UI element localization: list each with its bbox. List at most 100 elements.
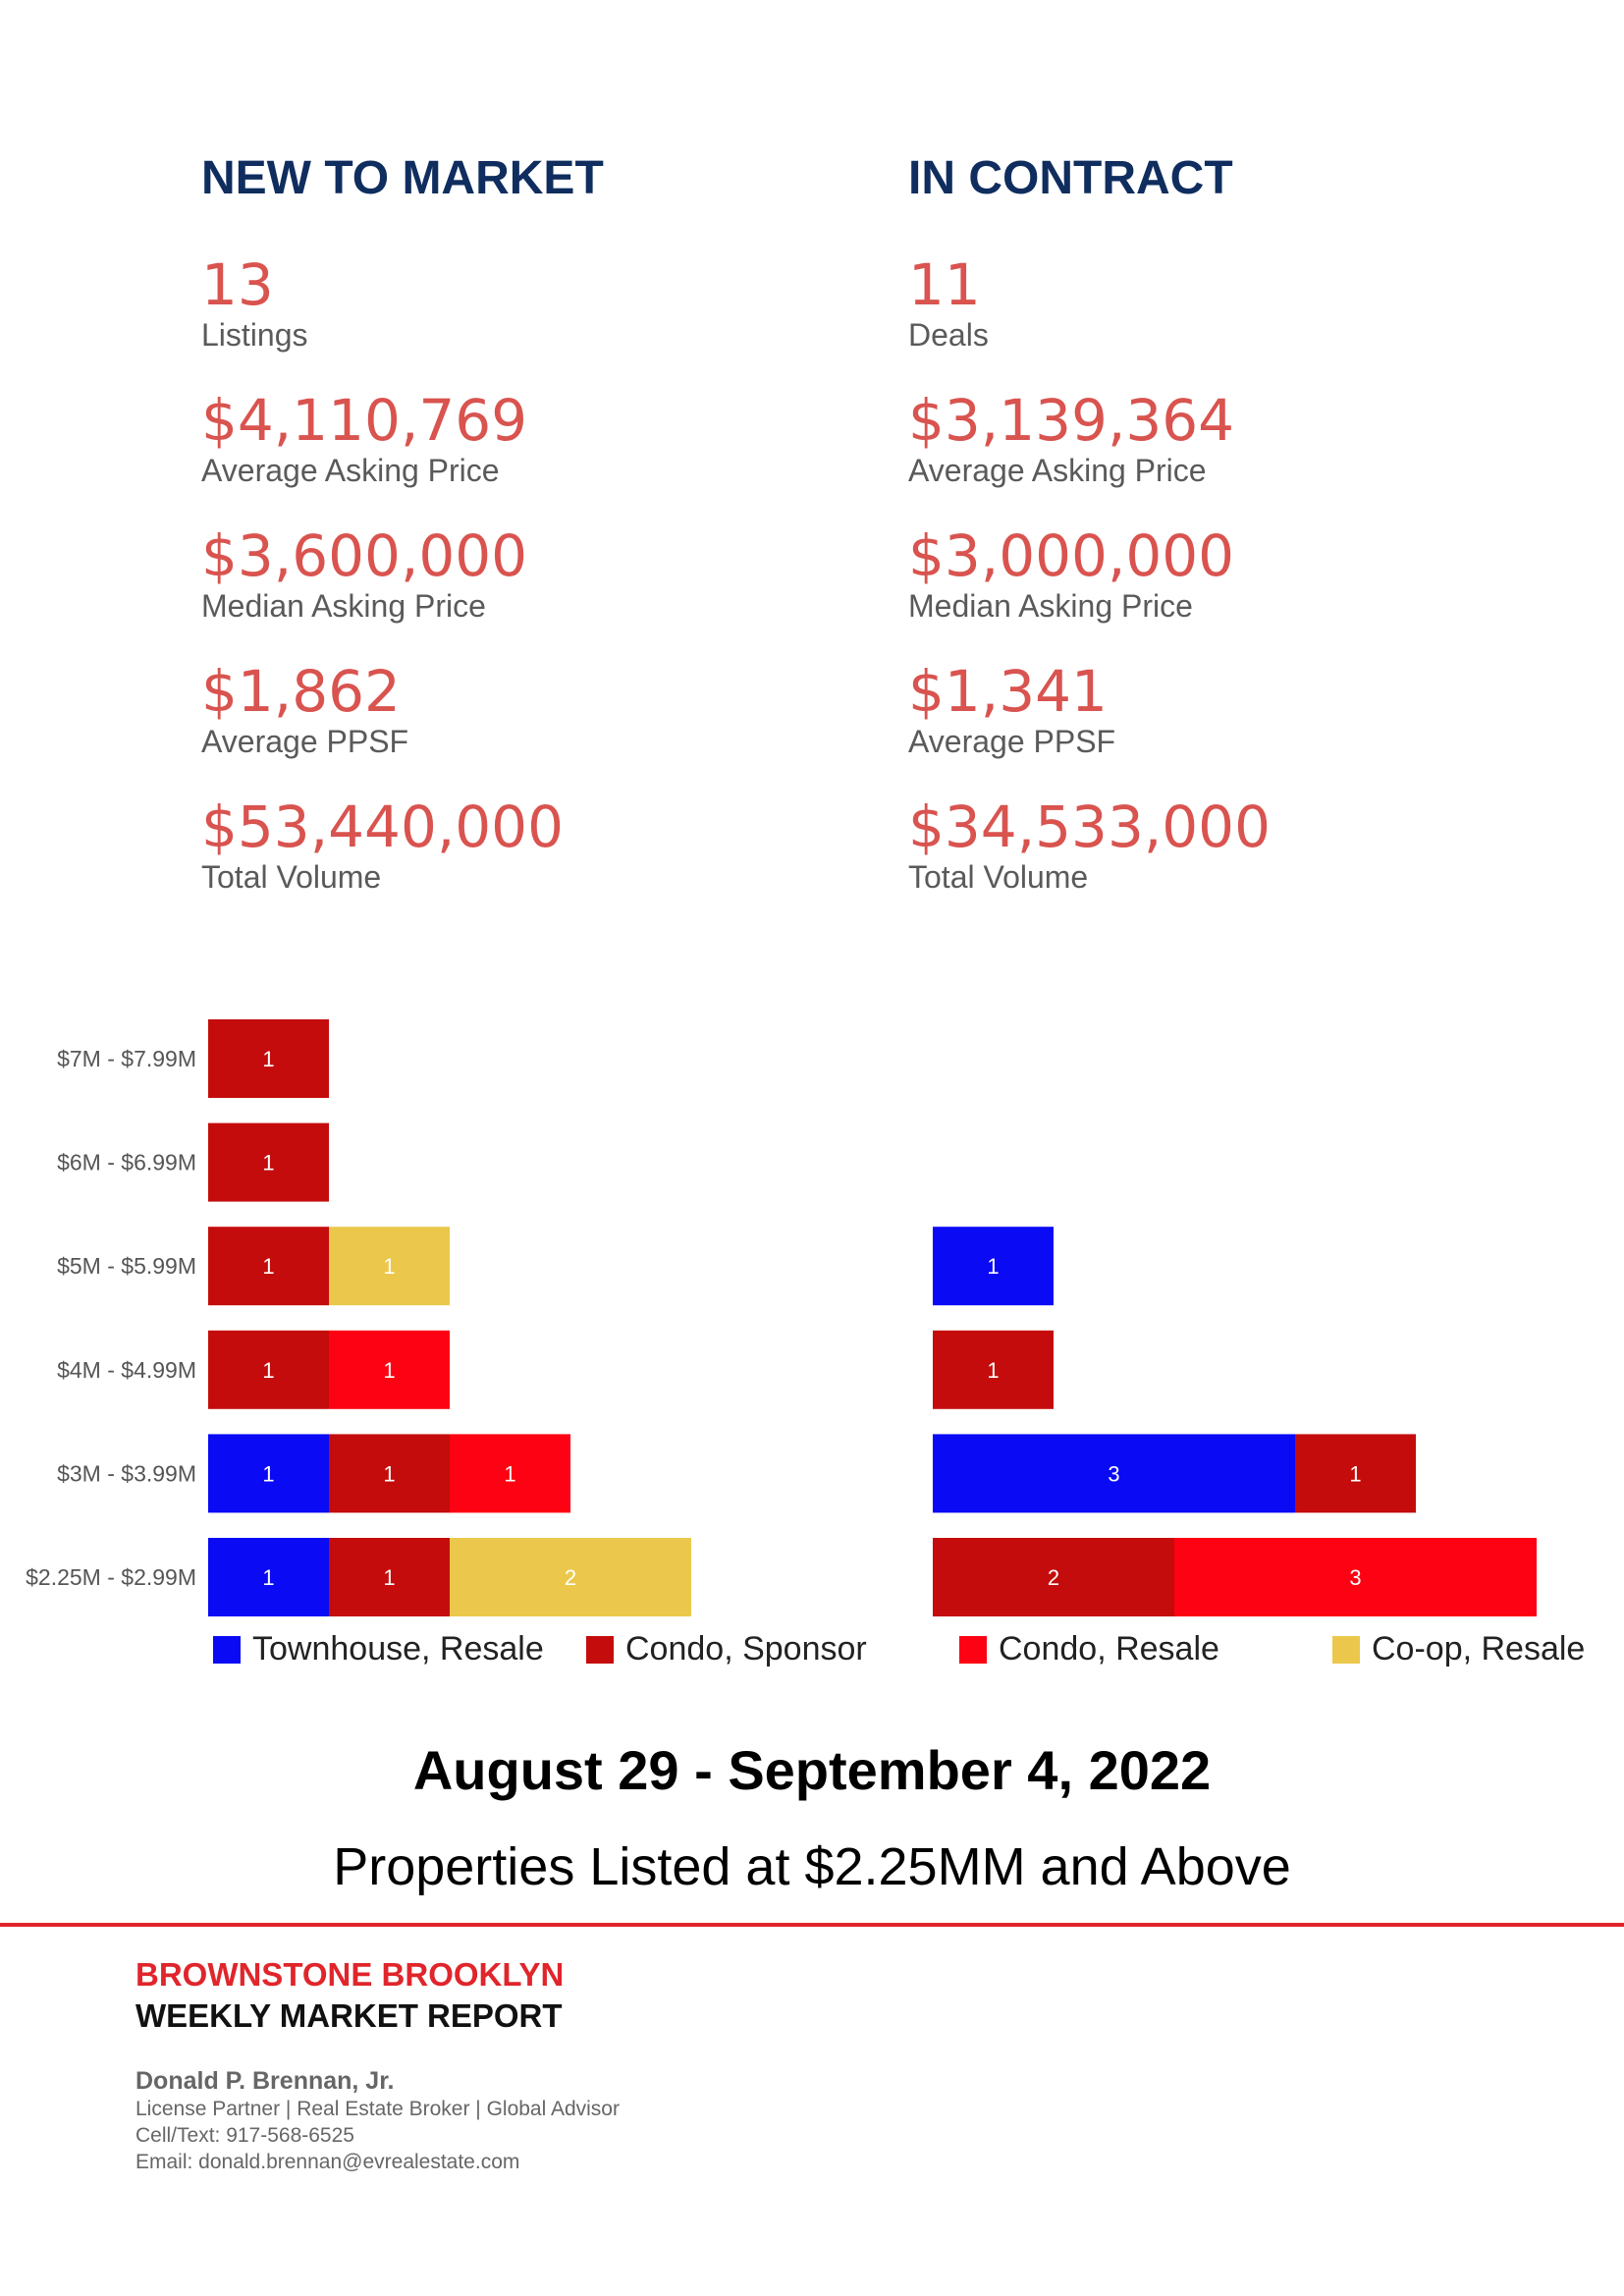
stat-average-asking-price: $3,139,364 Average Asking Price	[908, 389, 1537, 489]
legend-swatch	[586, 1635, 614, 1664]
legend-swatch	[959, 1635, 987, 1664]
stat-value: $1,341	[908, 658, 1108, 725]
stat-value: 13	[201, 251, 274, 318]
bar-segment	[450, 1538, 691, 1616]
stat-value: $34,533,000	[908, 793, 1271, 860]
stat-average-ppsf: $1,341 Average PPSF	[908, 660, 1537, 760]
stat-label: Average Asking Price	[908, 453, 1207, 488]
bar-value-label: 1	[987, 1358, 999, 1383]
new-to-market-section: NEW TO MARKET 13 Listings $4,110,769 Ave…	[201, 147, 830, 896]
bar-value-label: 1	[383, 1254, 395, 1279]
stat-median-asking-price: $3,600,000 Median Asking Price	[201, 524, 830, 625]
bar-value-label: 2	[565, 1565, 576, 1590]
bar-value-label: 1	[383, 1461, 395, 1486]
category-label: $3M - $3.99M	[57, 1460, 196, 1486]
bar-segment	[450, 1434, 570, 1513]
bar-segment	[933, 1538, 1174, 1616]
agent-name: Donald P. Brennan, Jr.	[135, 2067, 395, 2095]
stat-label: Average Asking Price	[201, 453, 500, 488]
category-label: $2.25M - $2.99M	[26, 1564, 196, 1590]
stat-label: Median Asking Price	[201, 588, 486, 624]
footer: BROWNSTONE BROOKLYN WEEKLY MARKET REPORT…	[135, 1954, 620, 2175]
legend-label: Condo, Resale	[999, 1630, 1219, 1667]
divider	[0, 1923, 1624, 1927]
legend-item-townhouse-resale: Townhouse, Resale	[213, 1630, 544, 1668]
legend-swatch	[1332, 1635, 1360, 1664]
stat-total-volume: $53,440,000 Total Volume	[201, 795, 830, 896]
report-subtitle: Properties Listed at $2.25MM and Above	[333, 1837, 1291, 1896]
bar-segment	[933, 1434, 1295, 1513]
bar-value-label: 3	[1349, 1565, 1361, 1590]
bar-segment	[1174, 1538, 1537, 1616]
stat-deals: 11 Deals	[908, 253, 1537, 354]
legend-item-condo-resale: Condo, Resale	[959, 1630, 1219, 1668]
stat-average-ppsf: $1,862 Average PPSF	[201, 660, 830, 760]
in-contract-title: IN CONTRACT	[908, 152, 1233, 204]
bar-value-label: 2	[1048, 1565, 1059, 1590]
in-contract-section: IN CONTRACT 11 Deals $3,139,364 Average …	[908, 147, 1537, 896]
bar-value-label: 3	[1108, 1461, 1119, 1486]
bar-segment	[208, 1122, 329, 1202]
bar-segment	[208, 1019, 329, 1098]
bar-value-label: 1	[504, 1461, 515, 1486]
bar-value-label: 1	[987, 1254, 999, 1279]
legend-swatch	[213, 1635, 241, 1664]
bar-segment	[933, 1227, 1054, 1306]
stat-value: $4,110,769	[201, 387, 528, 454]
stat-label: Deals	[908, 317, 989, 353]
bar-segment	[208, 1434, 329, 1513]
stat-average-asking-price: $4,110,769 Average Asking Price	[201, 389, 830, 489]
category-label: $4M - $4.99M	[57, 1357, 196, 1383]
bar-value-label: 1	[262, 1461, 274, 1486]
stat-value: $3,600,000	[201, 522, 528, 589]
bar-segment	[208, 1538, 329, 1616]
date-range: August 29 - September 4, 2022	[412, 1739, 1212, 1801]
stat-label: Average PPSF	[201, 724, 409, 759]
bar-segment	[1295, 1434, 1416, 1513]
agent-title: License Partner | Real Estate Broker | G…	[135, 2098, 620, 2120]
bar-value-label: 1	[262, 1565, 274, 1590]
stat-value: $3,000,000	[908, 522, 1235, 589]
stat-label: Average PPSF	[908, 724, 1116, 759]
bar-value-label: 1	[262, 1151, 274, 1175]
stat-value: $3,139,364	[908, 387, 1235, 454]
bar-value-label: 1	[383, 1565, 395, 1590]
chart-legend: Townhouse, Resale Condo, Sponsor Condo, …	[0, 1630, 1624, 1673]
new-to-market-stats: 13 Listings $4,110,769 Average Asking Pr…	[201, 253, 830, 896]
stat-label: Listings	[201, 317, 308, 353]
bar-value-label: 1	[262, 1358, 274, 1383]
bar-value-label: 1	[383, 1358, 395, 1383]
category-label: $6M - $6.99M	[57, 1150, 196, 1175]
legend-label: Condo, Sponsor	[625, 1630, 867, 1667]
stat-label: Total Volume	[908, 859, 1089, 895]
legend-label: Co-op, Resale	[1372, 1630, 1586, 1667]
bar-segment	[329, 1434, 450, 1513]
agent-email: Email: donald.brennan@evrealestate.com	[135, 2151, 520, 2173]
category-label: $7M - $7.99M	[57, 1046, 196, 1071]
in-contract-stats: 11 Deals $3,139,364 Average Asking Price…	[908, 253, 1537, 896]
bar-value-label: 1	[1349, 1461, 1361, 1486]
stat-value: 11	[908, 251, 981, 318]
bar-value-label: 1	[262, 1254, 274, 1279]
stat-label: Median Asking Price	[908, 588, 1193, 624]
stat-value: $53,440,000	[201, 793, 564, 860]
bar-segment	[933, 1330, 1054, 1409]
legend-item-condo-sponsor: Condo, Sponsor	[586, 1630, 867, 1668]
stat-value: $1,862	[201, 658, 401, 725]
bar-segment	[329, 1227, 450, 1306]
stat-total-volume: $34,533,000 Total Volume	[908, 795, 1537, 896]
legend-item-coop-resale: Co-op, Resale	[1332, 1630, 1585, 1668]
report-name: WEEKLY MARKET REPORT	[135, 1997, 563, 2034]
new-to-market-title: NEW TO MARKET	[201, 152, 604, 204]
bar-segment	[329, 1330, 450, 1409]
brand-name: BROWNSTONE BROOKLYN	[135, 1956, 565, 1993]
bar-segment	[208, 1227, 329, 1306]
price-range-bar-charts: $7M - $7.99M 1 $6M - $6.99M 1 $5M - $5.99M 1 1…	[26, 1019, 1537, 1616]
agent-phone: Cell/Text: 917-568-6525	[135, 2124, 354, 2147]
legend-label: Townhouse, Resale	[252, 1630, 544, 1667]
bar-segment	[329, 1538, 450, 1616]
bar-value-label: 1	[262, 1047, 274, 1071]
stat-median-asking-price: $3,000,000 Median Asking Price	[908, 524, 1537, 625]
stat-label: Total Volume	[201, 859, 382, 895]
category-label: $5M - $5.99M	[57, 1253, 196, 1279]
